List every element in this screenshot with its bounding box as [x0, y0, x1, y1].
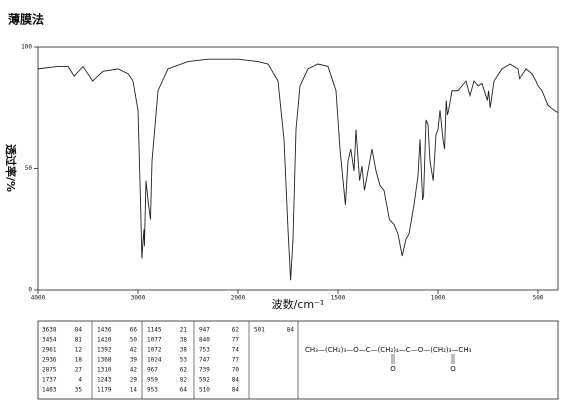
- peak-wavenumber: 1737: [42, 377, 57, 384]
- peak-transmittance: 29: [130, 377, 138, 384]
- x-tick-label: 500: [533, 295, 544, 302]
- peak-wavenumber: 2936: [42, 357, 57, 364]
- peak-transmittance: 38: [180, 347, 188, 354]
- peak-wavenumber: 1243: [97, 377, 112, 384]
- peak-transmittance: 82: [180, 377, 188, 384]
- peak-wavenumber: 1310: [97, 367, 112, 374]
- peak-transmittance: 84: [287, 327, 295, 334]
- peak-transmittance: 62: [180, 367, 188, 374]
- peak-transmittance: 77: [232, 337, 240, 344]
- y-axis-label: 透过率/%: [4, 144, 18, 192]
- y-tick-label: 50: [25, 165, 33, 172]
- peak-transmittance: 50: [130, 337, 138, 344]
- peak-wavenumber: 739: [199, 367, 210, 374]
- peak-transmittance: 12: [75, 347, 83, 354]
- peak-wavenumber: 501: [254, 327, 265, 334]
- peak-wavenumber: 1179: [97, 387, 112, 394]
- peak-wavenumber: 1463: [42, 387, 57, 394]
- x-tick-label: 4000: [31, 295, 46, 302]
- peak-transmittance: 62: [232, 327, 240, 334]
- x-tick-label: 3000: [131, 295, 146, 302]
- plot-frame: [37, 46, 559, 291]
- peak-transmittance: 84: [232, 377, 240, 384]
- peak-wavenumber: 947: [199, 327, 210, 334]
- peak-wavenumber: 1145: [147, 327, 162, 334]
- peak-wavenumber: 967: [147, 367, 158, 374]
- x-tick-label: 1500: [331, 295, 346, 302]
- peak-wavenumber: 753: [199, 347, 210, 354]
- peak-wavenumber: 1077: [147, 337, 162, 344]
- peak-wavenumber: 959: [147, 377, 158, 384]
- carbonyl-o: O: [450, 365, 456, 373]
- peak-wavenumber: 747: [199, 357, 210, 364]
- peak-transmittance: 27: [75, 367, 83, 374]
- peak-wavenumber: 2961: [42, 347, 57, 354]
- peak-transmittance: 66: [130, 327, 138, 334]
- table-dividers: [91, 321, 455, 399]
- peak-wavenumber: 510: [199, 387, 210, 394]
- spectrum-line: [37, 58, 559, 281]
- peak-wavenumber: 1392: [97, 347, 112, 354]
- peak-wavenumber: 1024: [147, 357, 162, 364]
- peak-transmittance: 84: [232, 387, 240, 394]
- peak-wavenumber: 3638: [42, 327, 57, 334]
- carbonyl-o: O: [390, 365, 396, 373]
- peak-transmittance: 77: [232, 357, 240, 364]
- peak-transmittance: 21: [180, 327, 188, 334]
- peak-wavenumber: 953: [147, 387, 158, 394]
- peak-transmittance: 84: [75, 327, 83, 334]
- peak-transmittance: 18: [75, 357, 83, 364]
- peak-wavenumber: 3454: [42, 337, 57, 344]
- y-tick-label: 0: [28, 287, 32, 294]
- peak-transmittance: 14: [130, 387, 138, 394]
- formula: CH₃—(CH₂)₃—O—C—(CH₂)₄—C—O—(CH₂)₃—CH₃: [305, 346, 472, 354]
- peak-transmittance: 64: [180, 387, 188, 394]
- peak-transmittance: 81: [75, 337, 83, 344]
- peak-transmittance: 42: [130, 347, 138, 354]
- peak-transmittance: 74: [232, 347, 240, 354]
- peak-wavenumber: 1368: [97, 357, 112, 364]
- peak-transmittance: 70: [232, 367, 240, 374]
- peak-transmittance: 38: [180, 337, 188, 344]
- peak-wavenumber: 592: [199, 377, 210, 384]
- chart-title: 薄膜法: [8, 12, 44, 27]
- x-tick-label: 1000: [431, 295, 446, 302]
- peak-wavenumber: 1420: [97, 337, 112, 344]
- peak-wavenumber: 840: [199, 337, 210, 344]
- peak-transmittance: 42: [130, 367, 138, 374]
- peak-wavenumber: 1072: [147, 347, 162, 354]
- y-tick-label: 100: [21, 44, 32, 51]
- x-axis-label: 波数/cm⁻¹: [272, 298, 325, 311]
- peak-wavenumber: 1436: [97, 327, 112, 334]
- peak-transmittance: 53: [180, 357, 188, 364]
- peak-transmittance: 39: [130, 357, 138, 364]
- peak-wavenumber: 2875: [42, 367, 57, 374]
- peak-transmittance: 35: [75, 387, 83, 394]
- x-tick-label: 2000: [231, 295, 246, 302]
- peak-transmittance: 4: [78, 377, 82, 384]
